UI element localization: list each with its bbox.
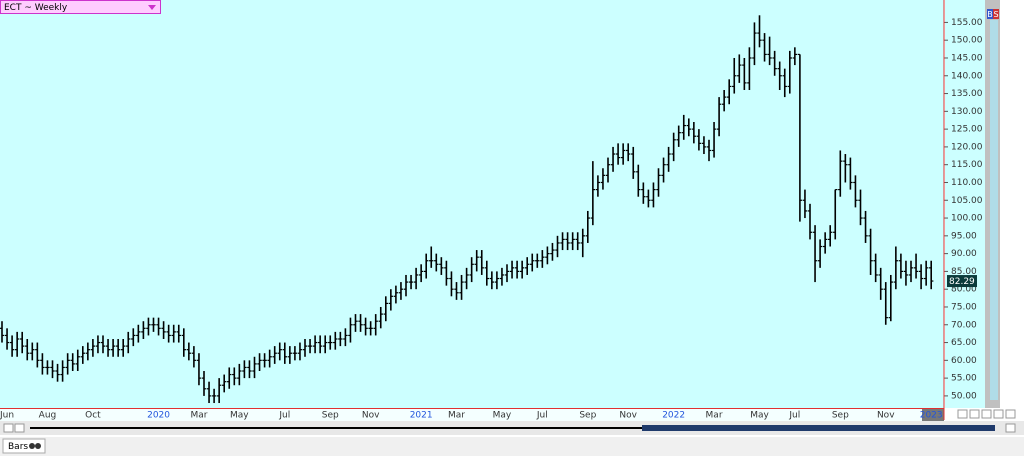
tab-label[interactable]: Bars	[8, 442, 28, 452]
x-tick-label: Mar	[190, 411, 207, 421]
y-tick-label: 85.00	[951, 267, 977, 277]
x-tick-label: Mar	[448, 411, 465, 421]
plot-area	[0, 0, 944, 408]
y-tick-label: 115.00	[951, 160, 983, 170]
x-tick-label: Jun	[0, 411, 14, 421]
x-tick-label: Mar	[706, 411, 723, 421]
x-tick-label: 2023	[920, 411, 943, 421]
y-tick-label: 150.00	[951, 36, 983, 46]
buy-button[interactable]	[987, 9, 993, 19]
y-tick-label: 65.00	[951, 338, 977, 348]
tab[interactable]	[2, 438, 46, 454]
y-tick-label: 110.00	[951, 178, 983, 188]
x-tick-label: Nov	[619, 411, 637, 421]
x-tick-label: 2021	[410, 411, 433, 421]
sell-button[interactable]	[993, 9, 999, 19]
zoom-button[interactable]	[981, 409, 992, 419]
x-tick-label: Nov	[877, 411, 895, 421]
x-tick-label: Sep	[832, 411, 849, 421]
time-axis	[0, 409, 944, 421]
zoom-button[interactable]	[1005, 409, 1016, 419]
y-tick-label: 55.00	[951, 374, 977, 384]
side-band	[990, 20, 998, 400]
x-tick-label: May	[230, 411, 249, 421]
y-tick-label: 80.00	[951, 285, 977, 295]
scroll-left[interactable]	[3, 423, 14, 433]
x-tick-label: 2020	[147, 411, 170, 421]
zoom-button[interactable]	[993, 409, 1004, 419]
y-tick-label: 130.00	[951, 107, 983, 117]
x-tick-label: Jul	[788, 411, 800, 421]
y-tick-label: 75.00	[951, 302, 977, 312]
x-tick-label: May	[750, 411, 769, 421]
x-tick-label: Aug	[39, 411, 57, 421]
y-tick-label: 135.00	[951, 89, 983, 99]
y-tick-label: 140.00	[951, 71, 983, 81]
y-tick-label: 120.00	[951, 142, 983, 152]
y-tick-label: 105.00	[951, 196, 983, 206]
title-dropdown[interactable]	[148, 5, 156, 10]
sell-label[interactable]: S	[993, 10, 998, 19]
tab-icon	[29, 443, 35, 449]
zoom-button[interactable]	[957, 409, 968, 419]
y-tick-label: 70.00	[951, 320, 977, 330]
time-axis-end	[922, 409, 944, 421]
x-tick-label: May	[493, 411, 512, 421]
y-tick-label: 50.00	[951, 391, 977, 401]
last-price-tag	[947, 275, 977, 288]
scroll-thumb[interactable]	[642, 425, 995, 431]
x-tick-label: Oct	[85, 411, 101, 421]
x-tick-label: Jul	[536, 411, 548, 421]
x-tick-label: Nov	[362, 411, 380, 421]
chart-title: ECT ~ Weekly	[4, 3, 68, 13]
zoom-button[interactable]	[969, 409, 980, 419]
y-tick-label: 60.00	[951, 356, 977, 366]
y-tick-label: 145.00	[951, 53, 983, 63]
buy-label[interactable]: B	[987, 10, 993, 19]
scroll-right[interactable]	[1005, 423, 1016, 433]
x-tick-label: Sep	[579, 411, 596, 421]
tab-row	[0, 437, 1024, 456]
scroll-left-step[interactable]	[14, 423, 25, 433]
x-tick-label: Sep	[322, 411, 339, 421]
y-tick-label: 100.00	[951, 214, 983, 224]
y-tick-label: 95.00	[951, 231, 977, 241]
y-tick-label: 125.00	[951, 125, 983, 135]
x-tick-label: 2022	[662, 411, 685, 421]
x-tick-label: Jul	[278, 411, 290, 421]
title-box[interactable]	[0, 0, 161, 14]
y-tick-label: 90.00	[951, 249, 977, 259]
y-tick-label: 155.00	[951, 18, 983, 28]
tab-icon	[35, 443, 41, 449]
last-price-label: 82.29	[949, 277, 975, 287]
price-axis	[945, 0, 985, 408]
